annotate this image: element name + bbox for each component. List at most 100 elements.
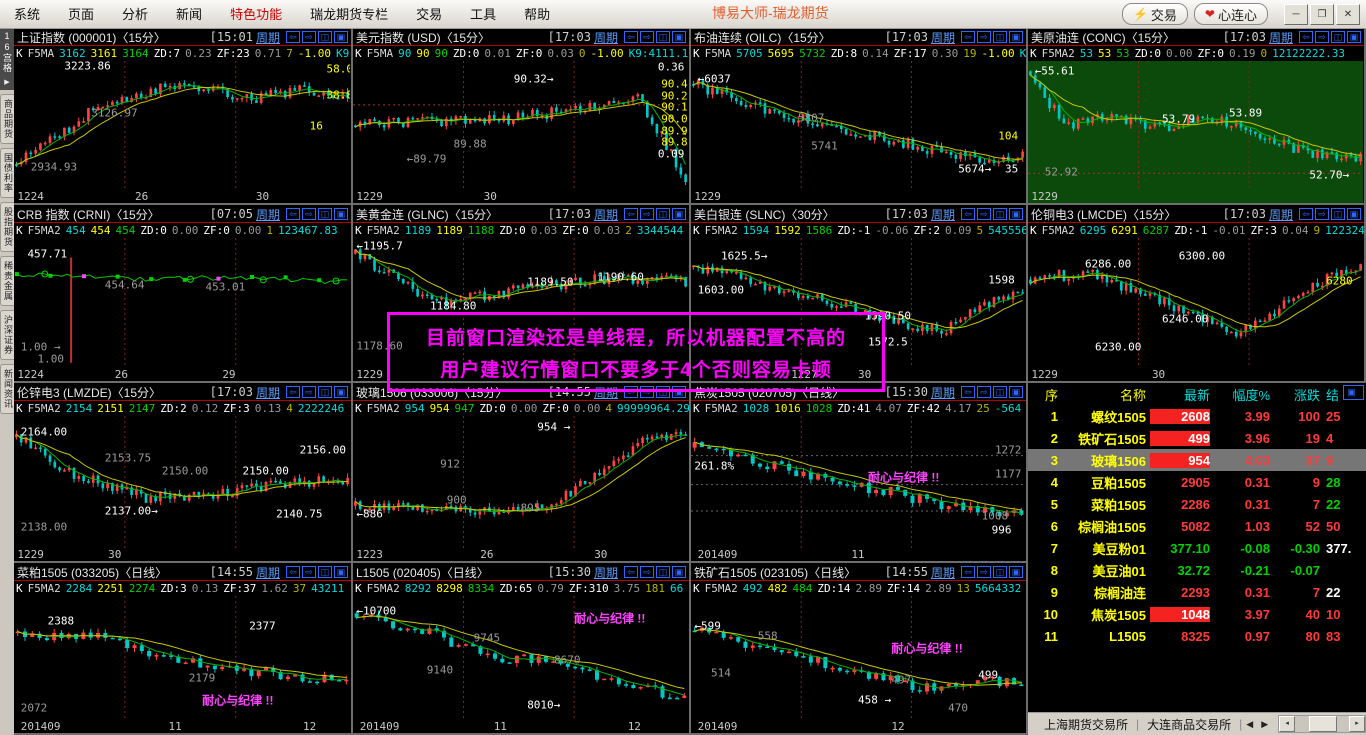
candlestick-chart[interactable]: 6286.00 6300.00 6280 6246.00 6230.00 xyxy=(1028,238,1363,368)
chart-panel-4[interactable]: 美原油连 (CONC)〈15分〉 [17:03 周期 ⇦ ⇨ ◫ ▣ K F5MA2 53 53 53… xyxy=(1028,28,1366,205)
back-arrow-icon[interactable]: ⇦ xyxy=(624,31,638,43)
period-link[interactable]: 周期 xyxy=(930,207,955,222)
scrollbar-right-button[interactable]: ▸ xyxy=(1349,716,1366,732)
forward-arrow-icon[interactable]: ⇨ xyxy=(302,31,316,43)
candlestick-chart[interactable]: 1625.5→ 1603.00 1590.50 1598 1572.5 xyxy=(691,238,1025,368)
back-arrow-icon[interactable]: ⇦ xyxy=(286,31,300,43)
menu-item-4[interactable]: 新闻 xyxy=(176,6,203,22)
minimize-button[interactable]: ─ xyxy=(1284,3,1308,25)
tile-windows-icon[interactable]: ◫ xyxy=(993,31,1007,43)
chart-panel-14[interactable]: 铁矿石1505 (023105)〈日线〉 [14:55 周期 ⇦ ⇨ ◫ ▣ K F5MA2 49… xyxy=(691,563,1028,735)
period-link[interactable]: 周期 xyxy=(593,207,618,222)
sidebar-tab-2[interactable]: 国债利率 xyxy=(0,148,14,198)
forward-arrow-icon[interactable]: ⇨ xyxy=(640,208,654,220)
period-link[interactable]: 周期 xyxy=(930,385,955,400)
exchange-tab-2[interactable]: 大连商品交易所 xyxy=(1147,717,1232,732)
trade-button[interactable]: ⚡ 交易 xyxy=(1121,3,1188,25)
tab-scroll-right-icon[interactable]: ▶ xyxy=(1261,718,1269,729)
sidebar-expand-arrow-icon[interactable]: ▶ xyxy=(0,76,14,90)
menu-item-1[interactable]: 系统 xyxy=(14,6,41,22)
maximize-panel-icon[interactable]: ▣ xyxy=(672,566,686,578)
chart-panel-2[interactable]: 美元指数 (USD)〈15分〉 [17:03 周期 ⇦ ⇨ ◫ ▣ K F5MA 90 90 90 ZD… xyxy=(353,28,691,205)
period-link[interactable]: 周期 xyxy=(255,565,280,580)
candlestick-chart[interactable]: 954 → 912 900 895 ←886 xyxy=(353,416,688,548)
period-link[interactable]: 周期 xyxy=(930,565,955,580)
forward-arrow-icon[interactable]: ⇨ xyxy=(1315,31,1329,43)
scrollbar-left-button[interactable]: ◂ xyxy=(1279,716,1296,732)
maximize-button[interactable]: ❐ xyxy=(1310,3,1334,25)
table-row[interactable]: 8 美豆油01 32.72 -0.21 -0.07 xyxy=(1028,559,1366,581)
tile-windows-icon[interactable]: ◫ xyxy=(993,566,1007,578)
back-arrow-icon[interactable]: ⇦ xyxy=(286,566,300,578)
exchange-tab-1[interactable]: 上海期货交易所 xyxy=(1044,717,1129,732)
table-row[interactable]: 2 铁矿石1505 499 3.96 19 4 xyxy=(1028,427,1366,449)
tile-windows-icon[interactable]: ◫ xyxy=(656,31,670,43)
table-maximize-icon[interactable]: ▣ xyxy=(1343,385,1364,400)
table-row[interactable]: 9 棕榈油连 2293 0.31 7 22 xyxy=(1028,581,1366,603)
period-link[interactable]: 周期 xyxy=(930,30,955,45)
back-arrow-icon[interactable]: ⇦ xyxy=(961,386,975,398)
period-link[interactable]: 周期 xyxy=(1268,207,1293,222)
maximize-panel-icon[interactable]: ▣ xyxy=(672,386,686,398)
column-header-settle[interactable]: 结 xyxy=(1326,387,1340,403)
chart-panel-6[interactable]: 美黄金连 (GLNC)〈15分〉 [17:03 周期 ⇦ ⇨ ◫ ▣ K F5MA2 1189 11… xyxy=(353,205,691,383)
maximize-panel-icon[interactable]: ▣ xyxy=(672,31,686,43)
back-arrow-icon[interactable]: ⇦ xyxy=(1299,31,1313,43)
menu-item-7[interactable]: 交易 xyxy=(416,6,443,22)
table-row[interactable]: 3 玻璃1506 954 4.03 37 9 xyxy=(1028,449,1366,471)
forward-arrow-icon[interactable]: ⇨ xyxy=(977,208,991,220)
back-arrow-icon[interactable]: ⇦ xyxy=(1299,208,1313,220)
chart-panel-10[interactable]: 玻璃1506 (033006)〈15分〉 [14:55 周期 ⇦ ⇨ ◫ ▣ K F5MA2 95… xyxy=(353,383,691,563)
candlestick-chart[interactable]: 457.71 454.64 453.01 1.00 → 1.00 xyxy=(14,238,350,368)
chart-panel-9[interactable]: 伦锌电3 (LMZDE)〈15分〉 [17:03 周期 ⇦ ⇨ ◫ ▣ K F5MA2 2154 2… xyxy=(14,383,353,563)
tile-windows-icon[interactable]: ◫ xyxy=(993,208,1007,220)
chart-panel-13[interactable]: L1505 (020405)〈日线〉 [15:30 周期 ⇦ ⇨ ◫ ▣ K F5MA2 8292… xyxy=(353,563,691,735)
back-arrow-icon[interactable]: ⇦ xyxy=(961,566,975,578)
candlestick-chart[interactable]: 261.8% 1272 1177 耐心与纪律 !! 1008 996 xyxy=(691,416,1025,548)
forward-arrow-icon[interactable]: ⇨ xyxy=(977,31,991,43)
forward-arrow-icon[interactable]: ⇨ xyxy=(640,566,654,578)
menu-item-2[interactable]: 页面 xyxy=(68,6,95,22)
tile-windows-icon[interactable]: ◫ xyxy=(318,386,332,398)
chart-panel-7[interactable]: 美白银连 (SLNC)〈30分〉 [17:03 周期 ⇦ ⇨ ◫ ▣ K F5MA2 1594 15… xyxy=(691,205,1028,383)
forward-arrow-icon[interactable]: ⇨ xyxy=(302,566,316,578)
tile-windows-icon[interactable]: ◫ xyxy=(656,208,670,220)
back-arrow-icon[interactable]: ⇦ xyxy=(624,386,638,398)
candlestick-chart[interactable]: 90.32→ ←89.79 89.88 0.36 90.4 90.2 90.1 90.0 89.… xyxy=(353,61,688,190)
maximize-panel-icon[interactable]: ▣ xyxy=(1347,208,1361,220)
column-header-name[interactable]: 名称 xyxy=(1119,387,1146,403)
back-arrow-icon[interactable]: ⇦ xyxy=(624,208,638,220)
tile-windows-icon[interactable]: ◫ xyxy=(318,208,332,220)
forward-arrow-icon[interactable]: ⇨ xyxy=(1315,208,1329,220)
period-link[interactable]: 周期 xyxy=(593,565,618,580)
tile-windows-icon[interactable]: ◫ xyxy=(656,566,670,578)
chart-panel-3[interactable]: 布油连续 (OILC)〈15分〉 [17:03 周期 ⇦ ⇨ ◫ ▣ K F5MA 5705 569… xyxy=(691,28,1028,205)
maximize-panel-icon[interactable]: ▣ xyxy=(1347,31,1361,43)
maximize-panel-icon[interactable]: ▣ xyxy=(1009,386,1023,398)
maximize-panel-icon[interactable]: ▣ xyxy=(334,208,348,220)
maximize-panel-icon[interactable]: ▣ xyxy=(334,386,348,398)
period-link[interactable]: 周期 xyxy=(255,385,280,400)
chart-panel-11[interactable]: 焦炭1505 (020705)〈日线〉 [15:30 周期 ⇦ ⇨ ◫ ▣ K F5MA2 102… xyxy=(691,383,1028,563)
back-arrow-icon[interactable]: ⇦ xyxy=(624,566,638,578)
candlestick-chart[interactable]: 2164.00 2153.75 2150.00 2150.00 2156.00 2137.… xyxy=(14,416,350,548)
table-row[interactable]: 6 棕榈油1505 5082 1.03 52 50 xyxy=(1028,515,1366,537)
heart-to-heart-button[interactable]: ❤ 心连心 xyxy=(1193,3,1268,25)
tab-scroll-left-icon[interactable]: ◀ xyxy=(1246,718,1254,729)
sidebar-tab-4[interactable]: 稀贵金属 xyxy=(0,256,14,306)
chart-panel-8[interactable]: 伦铜电3 (LMCDE)〈15分〉 [17:03 周期 ⇦ ⇨ ◫ ▣ K F5MA2 6295 6… xyxy=(1028,205,1366,383)
column-header-last[interactable]: 最新 xyxy=(1183,387,1210,403)
column-header-seq[interactable]: 序 xyxy=(1044,387,1058,403)
menu-item-3[interactable]: 分析 xyxy=(122,6,149,22)
back-arrow-icon[interactable]: ⇦ xyxy=(286,386,300,398)
candlestick-chart[interactable]: ←599 558 514 497 499 458 → 470 耐心与纪律 !! xyxy=(691,596,1025,720)
maximize-panel-icon[interactable]: ▣ xyxy=(334,31,348,43)
forward-arrow-icon[interactable]: ⇨ xyxy=(640,31,654,43)
tile-windows-icon[interactable]: ◫ xyxy=(318,31,332,43)
menu-item-5[interactable]: 特色功能 xyxy=(230,6,283,22)
period-link[interactable]: 周期 xyxy=(255,30,280,45)
tile-windows-icon[interactable]: ◫ xyxy=(1331,31,1345,43)
sidebar-tab-1[interactable]: 商品期货 xyxy=(0,94,14,144)
chart-panel-12[interactable]: 菜粕1505 (033205)〈日线〉 [14:55 周期 ⇦ ⇨ ◫ ▣ K F5MA2 228… xyxy=(14,563,353,735)
candlestick-chart[interactable]: ←6037 5807 5741 5674→ 104 35 xyxy=(691,61,1025,190)
